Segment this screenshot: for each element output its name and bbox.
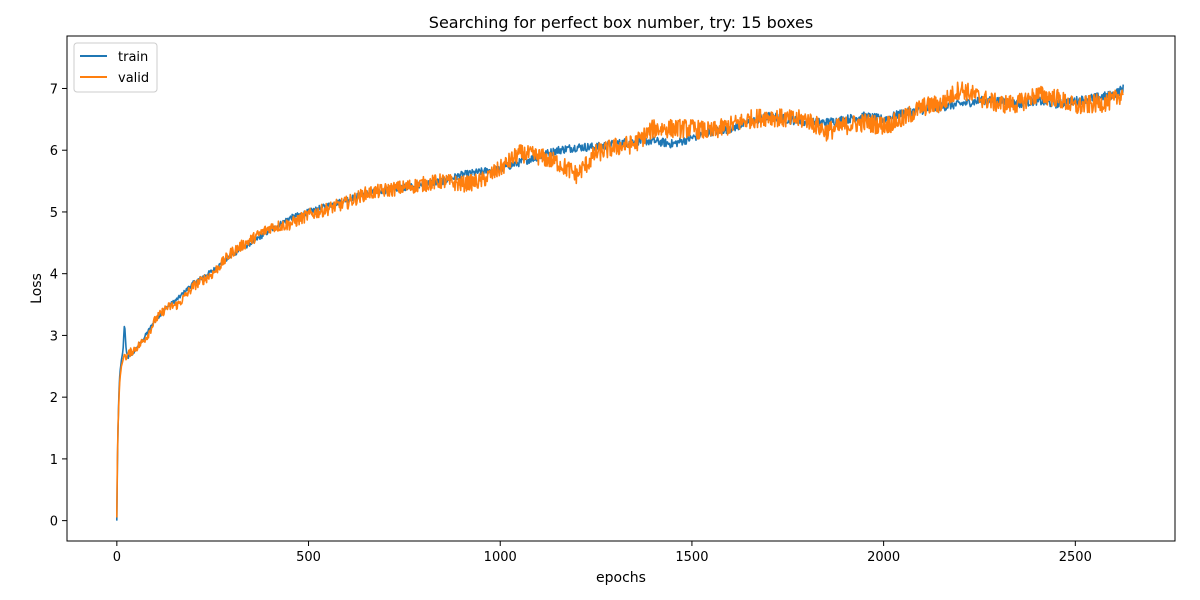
series-line-valid — [116, 81, 1124, 518]
legend: train valid — [73, 42, 158, 93]
x-tick-label: 500 — [296, 550, 321, 565]
legend-label-valid: valid — [118, 71, 149, 86]
y-tick-label: 6 — [50, 144, 58, 159]
y-axis-label: Loss — [29, 273, 45, 304]
y-tick-label: 1 — [50, 453, 58, 468]
y-tick-label: 3 — [50, 329, 58, 344]
x-tick-label: 1500 — [675, 550, 708, 565]
y-tick-label: 0 — [50, 515, 58, 530]
y-tick-label: 4 — [50, 268, 58, 283]
x-tick-label: 2000 — [867, 550, 900, 565]
series-layer — [116, 81, 1124, 521]
y-tick-label: 2 — [50, 391, 58, 406]
y-tick-label: 7 — [50, 82, 58, 97]
x-tick-label: 2500 — [1059, 550, 1092, 565]
plot-frame — [66, 35, 1176, 542]
x-tick-label: 1000 — [484, 550, 517, 565]
x-tick-label: 0 — [113, 550, 121, 565]
legend-label-train: train — [118, 50, 148, 65]
axes-layer: 0 500 1000 1500 2000 2500 0 1 2 3 4 5 6 7 — [50, 35, 1176, 565]
x-axis-label: epochs — [596, 570, 646, 586]
chart-title: Searching for perfect box number, try: 1… — [429, 13, 813, 32]
y-tick-label: 5 — [50, 206, 58, 221]
